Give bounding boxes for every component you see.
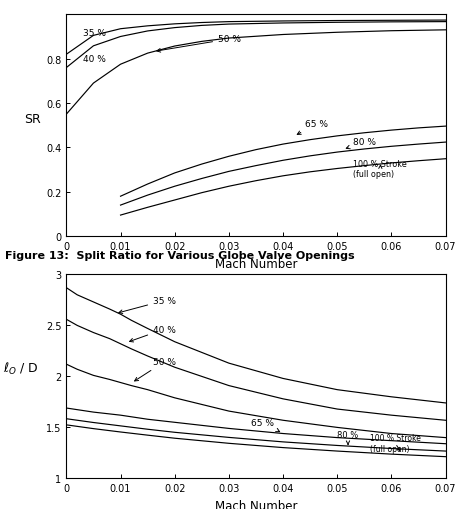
Text: 40 %: 40 % (129, 325, 176, 342)
X-axis label: Mach Number: Mach Number (215, 257, 297, 270)
Text: 80 %: 80 % (346, 138, 376, 150)
X-axis label: Mach Number: Mach Number (215, 499, 297, 509)
Text: 65 %: 65 % (297, 120, 328, 135)
Text: 100 % Stroke
(full open): 100 % Stroke (full open) (370, 434, 420, 453)
Text: Figure 13:  Split Ratio for Various Globe Valve Openings: Figure 13: Split Ratio for Various Globe… (5, 250, 355, 261)
Y-axis label: $\ell_O$ / D: $\ell_O$ / D (3, 360, 39, 377)
Text: 80 %: 80 % (337, 430, 358, 444)
Text: 35 %: 35 % (119, 296, 176, 314)
Y-axis label: SR: SR (24, 113, 41, 126)
Text: 35 %: 35 % (82, 30, 106, 38)
Text: 65 %: 65 % (251, 418, 280, 432)
Text: 100 % Stroke
(full open): 100 % Stroke (full open) (354, 159, 407, 179)
Text: 50 %: 50 % (157, 35, 241, 53)
Text: 50 %: 50 % (135, 357, 176, 381)
Text: 40 %: 40 % (82, 55, 106, 64)
